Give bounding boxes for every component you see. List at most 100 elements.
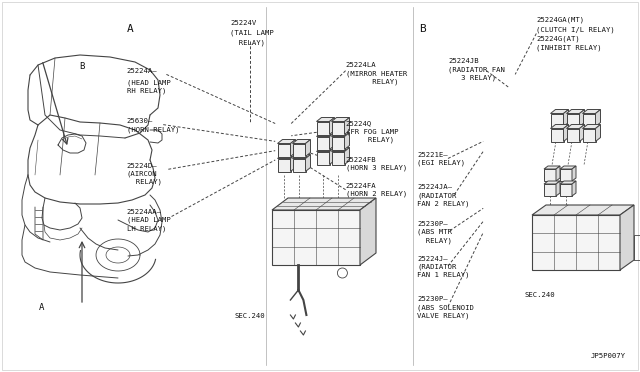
Bar <box>532 215 620 270</box>
Text: (HEAD LAMP: (HEAD LAMP <box>127 217 170 224</box>
Polygon shape <box>572 166 576 181</box>
Text: B: B <box>419 24 426 34</box>
Bar <box>582 113 595 126</box>
Polygon shape <box>582 109 600 113</box>
Bar <box>317 137 330 150</box>
Text: A: A <box>39 303 45 312</box>
Text: (HORN 2 RELAY): (HORN 2 RELAY) <box>346 191 407 198</box>
Text: 25224JB: 25224JB <box>448 58 479 64</box>
Text: RELAY): RELAY) <box>230 39 266 45</box>
Text: (RADIATOR: (RADIATOR <box>417 192 457 199</box>
Polygon shape <box>272 198 376 210</box>
Polygon shape <box>595 109 600 126</box>
Bar <box>544 184 556 196</box>
Polygon shape <box>560 181 576 184</box>
Polygon shape <box>360 198 376 265</box>
Text: (HORN RELAY): (HORN RELAY) <box>127 126 179 133</box>
Polygon shape <box>560 166 576 169</box>
Polygon shape <box>291 154 296 171</box>
Bar <box>332 137 344 150</box>
Text: A: A <box>127 24 134 34</box>
Text: 25224JA―: 25224JA― <box>417 184 452 190</box>
Polygon shape <box>556 181 560 196</box>
Polygon shape <box>330 148 335 164</box>
Text: B: B <box>79 62 84 71</box>
Polygon shape <box>332 118 349 122</box>
Bar <box>550 128 563 141</box>
Text: LH RELAY): LH RELAY) <box>127 225 166 232</box>
Polygon shape <box>291 140 296 157</box>
Bar <box>332 122 344 135</box>
Polygon shape <box>566 109 584 113</box>
Bar <box>550 113 563 126</box>
Text: 25224D―: 25224D― <box>127 163 157 169</box>
Polygon shape <box>305 140 310 157</box>
Text: 25230P―: 25230P― <box>417 221 448 227</box>
Text: JP5P007Y: JP5P007Y <box>591 353 626 359</box>
Bar <box>544 169 556 181</box>
Text: (AIRCON: (AIRCON <box>127 170 157 177</box>
Text: (RADIATOR FAN: (RADIATOR FAN <box>448 66 505 73</box>
Polygon shape <box>620 205 634 270</box>
Polygon shape <box>572 181 576 196</box>
Bar <box>566 113 579 126</box>
Text: (RADIATOR: (RADIATOR <box>417 263 457 270</box>
Polygon shape <box>292 140 310 144</box>
Text: (TAIL LAMP: (TAIL LAMP <box>230 30 274 36</box>
Bar <box>317 122 330 135</box>
Text: RELAY): RELAY) <box>127 178 162 185</box>
Text: RELAY): RELAY) <box>346 78 398 85</box>
Text: 25224LA: 25224LA <box>346 62 376 68</box>
Polygon shape <box>563 109 568 126</box>
Polygon shape <box>344 118 349 135</box>
Bar <box>292 144 305 157</box>
Text: (ABS MTR: (ABS MTR <box>417 229 452 235</box>
Text: RELAY): RELAY) <box>346 137 394 143</box>
Bar <box>292 158 305 171</box>
Bar <box>560 184 572 196</box>
Text: (MIRROR HEATER: (MIRROR HEATER <box>346 70 407 77</box>
Polygon shape <box>292 154 310 158</box>
Bar <box>317 151 330 164</box>
Text: (HEAD LAMP: (HEAD LAMP <box>127 80 170 86</box>
Polygon shape <box>579 109 584 126</box>
Polygon shape <box>579 125 584 141</box>
Polygon shape <box>332 132 349 137</box>
Polygon shape <box>305 154 310 171</box>
Text: (EGI RELAY): (EGI RELAY) <box>417 160 465 166</box>
Polygon shape <box>556 166 560 181</box>
Polygon shape <box>330 118 335 135</box>
Polygon shape <box>344 132 349 150</box>
Text: 25224AA―: 25224AA― <box>127 209 162 215</box>
Polygon shape <box>566 125 584 128</box>
Text: RH RELAY): RH RELAY) <box>127 87 166 94</box>
Text: FAN 1 RELAY): FAN 1 RELAY) <box>417 272 470 278</box>
Text: (FR FOG LAMP: (FR FOG LAMP <box>346 128 398 135</box>
Polygon shape <box>595 125 600 141</box>
Text: 25224FA: 25224FA <box>346 183 376 189</box>
Text: 25224GA(MT): 25224GA(MT) <box>536 17 584 23</box>
Text: 25224FB: 25224FB <box>346 157 376 163</box>
Text: 3 RELAY): 3 RELAY) <box>448 74 496 81</box>
Text: 25230P―: 25230P― <box>417 296 448 302</box>
Text: RELAY): RELAY) <box>417 237 452 244</box>
Polygon shape <box>278 140 296 144</box>
Polygon shape <box>317 132 335 137</box>
Text: 25224Q: 25224Q <box>346 121 372 126</box>
Polygon shape <box>344 148 349 164</box>
Bar <box>272 210 360 265</box>
Text: 25224A―: 25224A― <box>127 68 157 74</box>
Polygon shape <box>550 109 568 113</box>
Text: 25630―: 25630― <box>127 118 153 124</box>
Bar <box>332 151 344 164</box>
Text: SEC.240: SEC.240 <box>525 292 556 298</box>
Polygon shape <box>544 166 560 169</box>
Text: FAN 2 RELAY): FAN 2 RELAY) <box>417 200 470 207</box>
Polygon shape <box>332 148 349 151</box>
Bar <box>278 144 291 157</box>
Text: (HORN 3 RELAY): (HORN 3 RELAY) <box>346 165 407 171</box>
Text: (INHIBIT RELAY): (INHIBIT RELAY) <box>536 45 602 51</box>
Text: VALVE RELAY): VALVE RELAY) <box>417 312 470 319</box>
Polygon shape <box>330 132 335 150</box>
Bar <box>278 158 291 171</box>
